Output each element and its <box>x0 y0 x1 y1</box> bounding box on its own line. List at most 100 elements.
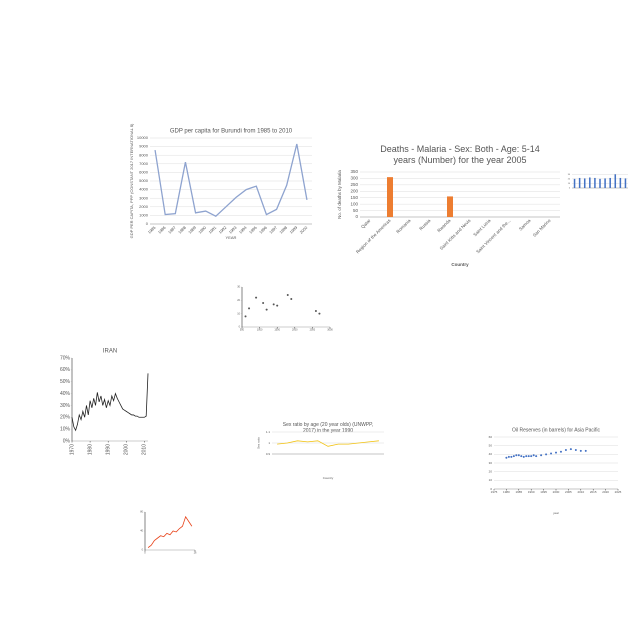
x-axis-label: YEAR <box>226 235 237 240</box>
chart: 0 10 20 30 <box>568 174 628 190</box>
line <box>277 440 379 447</box>
title-line: Sex ratio by age (20 year olds) (UNWPP, <box>283 422 374 428</box>
y-tick-label: 10000 <box>137 135 149 140</box>
bar <box>604 178 606 188</box>
y-tick-label: 50 <box>489 443 493 447</box>
x-tick-label: Russia <box>418 218 432 232</box>
title-line: years (Number) for the year 2005 <box>393 155 526 165</box>
point <box>574 449 577 451</box>
x-tick-label: 1990 <box>197 224 207 234</box>
y-axis-label: No. of deaths by Malaria <box>337 170 342 219</box>
y-tick-label: 0 <box>490 487 492 491</box>
bar <box>614 174 617 188</box>
x-tick-label: 1997 <box>268 224 278 234</box>
bar <box>624 178 627 188</box>
y-tick-label: 30% <box>60 403 71 409</box>
bar <box>589 177 591 188</box>
x-tick-label: 1970 <box>69 444 75 455</box>
x-tick-label: 2000 <box>292 329 298 332</box>
bar <box>573 178 576 188</box>
chart: GDP per capita for Burundi from 1985 to … <box>129 123 312 240</box>
y-tick-label: 10 <box>237 312 240 315</box>
point <box>525 455 528 458</box>
x-tick-label: 1990 <box>106 444 112 455</box>
y-tick-label: 10 <box>489 478 493 482</box>
point <box>244 315 247 318</box>
y-tick-label: 8000 <box>139 152 149 157</box>
y-tick-label: 40% <box>60 391 71 397</box>
y-tick-label: 30 <box>568 174 571 176</box>
chart: Oil Reserves (in barrels) for Asia Pacif… <box>489 427 622 514</box>
x-tick-label: 1980 <box>503 490 510 494</box>
x-tick-label: Saint Vincent and the... <box>475 218 511 254</box>
y-tick-label: 250 <box>350 182 358 187</box>
bar <box>583 178 586 188</box>
title-line: Deaths - Malaria - Sex: Both - Age: 5-14 <box>380 144 540 154</box>
x-tick-label: 2010 <box>142 444 148 455</box>
x-tick-label: 1995 <box>248 224 258 234</box>
x-tick-label: 1999 <box>288 224 298 234</box>
x-tick-label: 2000 <box>553 490 560 494</box>
x-tick-label: 1995 <box>540 490 547 494</box>
point <box>262 302 265 304</box>
y-tick-label: 350 <box>350 169 358 174</box>
y-tick-label: 0.9 <box>266 452 271 456</box>
x-tick-label: 1991 <box>207 224 217 234</box>
x-tick-label: 2000 <box>299 224 309 234</box>
point <box>527 455 530 458</box>
point <box>265 308 268 311</box>
bar <box>599 178 601 188</box>
x-tick-label: 16 <box>194 552 197 555</box>
bar <box>609 177 611 188</box>
chart: Sex ratio by age (20 year olds) (UNWPP, 2… <box>256 422 384 480</box>
x-tick-label: San Marino <box>532 218 552 238</box>
point <box>522 455 525 458</box>
y-tick-label: 10 <box>568 183 571 185</box>
y-tick-label: 30 <box>237 286 240 289</box>
y-tick-label: 40 <box>489 452 493 456</box>
x-tick-label: 2025 <box>615 490 622 494</box>
point <box>540 454 543 457</box>
y-tick-label: 20 <box>568 178 571 180</box>
y-tick-label: 9000 <box>139 144 149 149</box>
x-tick-label: 1975 <box>491 490 498 494</box>
x-tick-label: Samoa <box>518 218 532 232</box>
bar <box>578 177 581 188</box>
point <box>286 294 289 296</box>
y-tick-label: 60% <box>60 367 71 373</box>
y-tick-label: 0 <box>569 188 571 190</box>
point <box>550 452 553 455</box>
chart-title: GDP per capita for Burundi from 1985 to … <box>170 129 293 135</box>
bar <box>447 196 453 217</box>
x-tick-label: 1994 <box>238 224 248 234</box>
bar <box>387 177 393 217</box>
x-tick-label: 1985 <box>515 490 522 494</box>
y-tick-label: 100 <box>350 201 358 206</box>
y-tick-label: 1 <box>268 441 270 445</box>
y-tick-label: 70% <box>60 355 71 361</box>
x-tick-label: 1980 <box>87 444 93 455</box>
y-tick-label: 40 <box>140 530 143 533</box>
y-tick-label: 0 <box>355 214 358 219</box>
y-tick-label: 5000 <box>139 178 149 183</box>
y-tick-label: 20 <box>489 469 493 473</box>
x-tick-label: 1500 <box>274 329 280 332</box>
point <box>564 449 567 451</box>
x-tick-label: 0 <box>144 552 146 555</box>
y-tick-label: 20 <box>237 299 240 302</box>
x-tick-label: Qatar <box>360 218 372 230</box>
y-tick-label: 200 <box>350 188 358 193</box>
y-axis-label: GDP PER CAPITA, PPP (CONSTANT 2017 INTER… <box>129 123 134 238</box>
x-tick-label: Rwanda <box>436 218 452 234</box>
y-tick-label: 0 <box>239 326 241 329</box>
point <box>314 310 317 312</box>
y-tick-label: 6000 <box>139 169 149 174</box>
bar <box>594 177 596 188</box>
x-tick-label: 1993 <box>228 224 238 234</box>
x-tick-label: 1992 <box>218 224 228 234</box>
point <box>530 455 533 458</box>
point <box>584 449 587 452</box>
y-axis-label: Sex ratio <box>256 437 260 449</box>
x-tick-label: 2015 <box>590 490 597 494</box>
